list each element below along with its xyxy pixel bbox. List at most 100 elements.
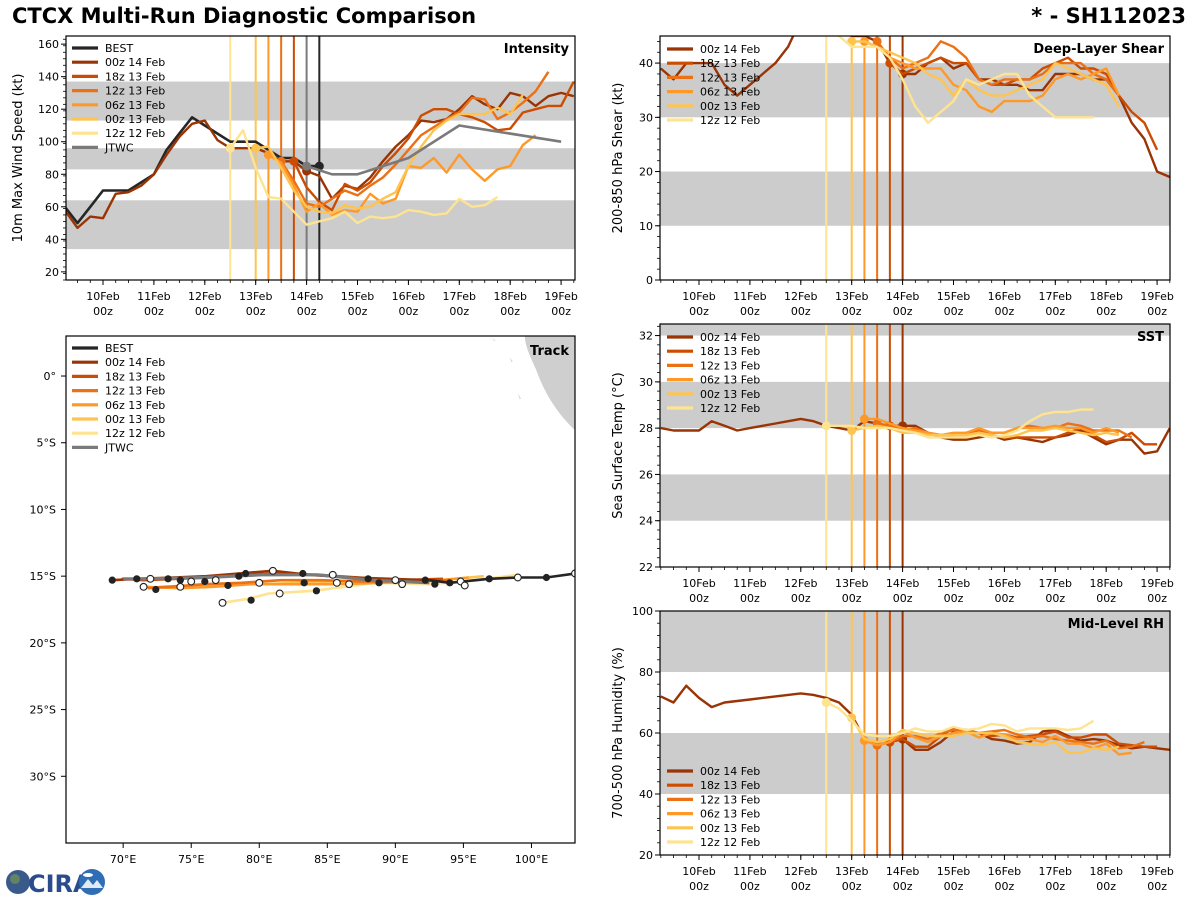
map-area — [108, 336, 575, 607]
x-tick-label: 17Feb — [443, 290, 476, 303]
lon-tick-label: 80°E — [246, 853, 272, 866]
y-tick-label: 60 — [639, 727, 653, 740]
x-tick-label: 14Feb — [290, 290, 323, 303]
x-tick-label: 15Feb — [341, 290, 374, 303]
track-point-filled — [312, 587, 321, 595]
y-tick-label: 0 — [646, 274, 653, 287]
x-tick-label: 12Feb — [784, 290, 817, 303]
plot-area — [660, 611, 1170, 855]
panel-title: SST — [1137, 330, 1164, 345]
lat-tick-label: 30°S — [30, 770, 56, 783]
x-tick-label: 00z — [551, 305, 571, 318]
legend-label: 12z 12 Feb — [700, 402, 760, 415]
y-tick-label: 100 — [38, 136, 59, 149]
x-tick-label: 00z — [1147, 592, 1167, 605]
shaded-band — [660, 171, 1170, 226]
lat-tick-label: 5°S — [37, 437, 56, 450]
lon-tick-label: 100°E — [515, 853, 548, 866]
globe-land-icon — [10, 874, 20, 884]
legend-label: 18z 13 Feb — [700, 779, 760, 792]
series-line — [280, 71, 550, 209]
x-tick-label: 15Feb — [937, 865, 970, 878]
legend-label: 00z 13 Feb — [700, 388, 760, 401]
x-tick-label: 00z — [1096, 592, 1116, 605]
legend-label: 00z 14 Feb — [700, 43, 760, 56]
x-tick-label: 11Feb — [733, 290, 766, 303]
track-point-filled — [542, 573, 551, 582]
series-line — [306, 124, 562, 176]
track-point-filled — [152, 585, 160, 594]
track-point-filled — [235, 572, 243, 580]
panel-intensity: 20 40 60 80 100 120 140 160 10Feb 00z 11Feb 00z 12Fe… — [11, 35, 578, 318]
y-tick-label: 160 — [38, 38, 59, 51]
x-tick-label: 00z — [399, 305, 419, 318]
legend-label: 06z 13 Feb — [105, 399, 165, 412]
x-tick-label: 17Feb — [1039, 290, 1072, 303]
series-line — [863, 40, 1120, 114]
x-tick-label: 19Feb — [1140, 290, 1173, 303]
plot-frame — [65, 35, 576, 281]
y-tick-label: 20 — [639, 849, 653, 862]
lat-tick-label: 15°S — [30, 570, 56, 583]
lon-tick-label: 75°E — [178, 853, 204, 866]
legend-label: JTWC — [104, 441, 134, 454]
track-point-open — [275, 589, 284, 598]
track-point-filled — [224, 581, 232, 590]
x-tick-label: 10Feb — [682, 577, 715, 590]
series-line — [660, 684, 1170, 751]
panel-title: Track — [530, 344, 569, 359]
y-tick-label: 80 — [45, 168, 59, 181]
panel-rh: 20 40 60 80 100 10Feb 00z 11Feb 00z 12Feb 00z 13Feb… — [611, 605, 1174, 893]
x-tick-label: 18Feb — [1089, 865, 1122, 878]
series-marker — [822, 26, 831, 35]
lat-tick-label: 25°S — [30, 704, 56, 717]
track-point-open — [345, 580, 354, 589]
legend-label: 06z 13 Feb — [700, 808, 760, 821]
legend-label: 18z 13 Feb — [105, 70, 165, 83]
track-point-filled — [108, 576, 116, 584]
track-point-open — [211, 576, 220, 585]
x-tick-label: 14Feb — [886, 865, 919, 878]
legend-label: 12z 13 Feb — [105, 385, 165, 398]
x-tick-label: 17Feb — [1039, 865, 1072, 878]
legend-label: 06z 13 Feb — [700, 86, 760, 99]
series-line — [835, 36, 1094, 125]
landmass-sumatra — [524, 336, 575, 432]
x-tick-label: 00z — [791, 305, 811, 318]
x-tick-label: 00z — [740, 880, 760, 893]
island — [517, 393, 521, 400]
shaded-band — [660, 381, 1170, 429]
series-marker — [847, 425, 857, 435]
y-axis-label: 200-850 hPa Shear (kt) — [611, 83, 626, 234]
x-tick-label: 00z — [689, 592, 709, 605]
x-tick-label: 00z — [893, 592, 913, 605]
series-line — [267, 134, 537, 217]
legend-label: 00z 14 Feb — [105, 56, 165, 69]
y-tick-label: 20 — [639, 166, 653, 179]
x-tick-label: 00z — [1045, 880, 1065, 893]
legend-label: 12z 12 Feb — [700, 114, 760, 127]
shaded-band — [66, 200, 575, 250]
island — [490, 337, 496, 342]
legend-label: 00z 13 Feb — [700, 100, 760, 113]
x-tick-label: 00z — [689, 880, 709, 893]
x-tick-label: 13Feb — [835, 577, 868, 590]
panel-shear: 0 10 20 30 40 10Feb 00z 11Feb 00z 12Feb 00z 13Feb 00… — [611, 26, 1174, 318]
legend-label: 00z 14 Feb — [700, 765, 760, 778]
y-tick-label: 140 — [38, 71, 59, 84]
x-tick-label: 11Feb — [733, 865, 766, 878]
x-tick-label: 18Feb — [493, 290, 526, 303]
y-tick-label: 28 — [639, 422, 653, 435]
legend-label: 12z 13 Feb — [700, 793, 760, 806]
shaded-band — [660, 324, 1170, 336]
x-tick-label: 16Feb — [988, 290, 1021, 303]
cloud-icon — [83, 873, 93, 877]
series-marker — [872, 36, 882, 46]
x-tick-label: 00z — [740, 592, 760, 605]
track-point-filled — [164, 575, 172, 583]
plot-area — [660, 324, 1170, 567]
track-point-filled — [299, 569, 307, 578]
x-tick-label: 12Feb — [784, 865, 817, 878]
y-tick-label: 24 — [639, 515, 653, 528]
x-tick-label: 10Feb — [682, 290, 715, 303]
